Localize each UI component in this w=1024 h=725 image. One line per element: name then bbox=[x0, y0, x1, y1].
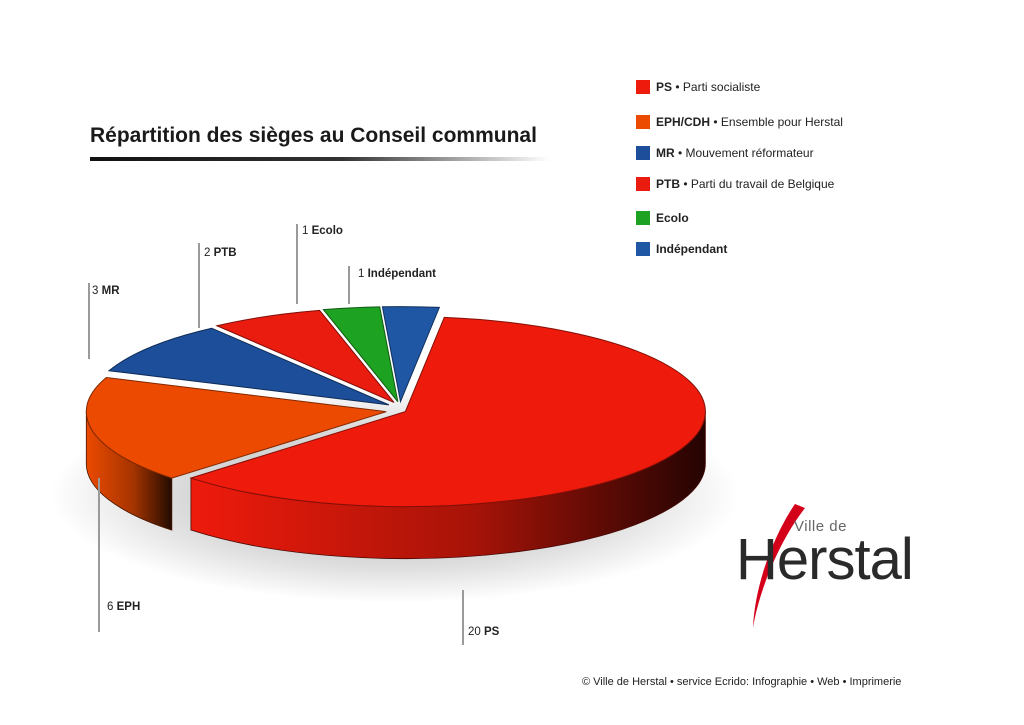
chart-title: Répartition des sièges au Conseil commun… bbox=[90, 124, 537, 147]
leader-line-ecolo bbox=[296, 224, 298, 304]
legend-item-independant: Indépendant bbox=[636, 240, 727, 258]
footer-credit: © Ville de Herstal • service Ecrido: Inf… bbox=[582, 676, 902, 688]
logo-ville-de: Ville de bbox=[794, 518, 847, 535]
callout-eph-value: 6 bbox=[107, 601, 114, 613]
callout-independant-label: Indépendant bbox=[367, 268, 436, 280]
legend-code-eph: EPH/CDH bbox=[656, 115, 711, 129]
legend-item-ecolo: Ecolo bbox=[636, 209, 689, 227]
legend-swatch-ps bbox=[636, 80, 650, 94]
callout-eph: 6 EPH bbox=[107, 601, 140, 613]
callout-ps-value: 20 bbox=[468, 626, 481, 638]
legend-desc-ptb: • Parti du travail de Belgique bbox=[683, 177, 835, 191]
legend-item-ptb: PTB • Parti du travail de Belgique bbox=[636, 175, 834, 193]
callout-ecolo: 1 Ecolo bbox=[302, 225, 343, 237]
callout-mr-label: MR bbox=[101, 285, 120, 297]
leader-line-ps bbox=[462, 590, 464, 645]
title-underline bbox=[90, 157, 550, 161]
legend-desc-eph: • Ensemble pour Herstal bbox=[713, 115, 843, 129]
pie-slice-ptb bbox=[215, 309, 395, 403]
callout-mr: 3 MR bbox=[92, 285, 120, 297]
callout-ecolo-value: 1 bbox=[302, 225, 309, 237]
pie-slice-indépendant bbox=[381, 306, 441, 404]
legend-code-independant: Indépendant bbox=[656, 242, 728, 256]
callout-ptb-label: PTB bbox=[213, 247, 237, 259]
legend-code-mr: MR bbox=[656, 146, 675, 160]
leader-line-mr bbox=[88, 283, 90, 359]
callout-ptb: 2 PTB bbox=[204, 247, 237, 259]
pie-slice-mr bbox=[107, 327, 390, 406]
legend-swatch-independant bbox=[636, 242, 650, 256]
callout-independant: 1 Indépendant bbox=[358, 268, 436, 280]
legend-swatch-mr bbox=[636, 146, 650, 160]
callout-ps-label: PS bbox=[484, 626, 500, 638]
legend-swatch-ptb bbox=[636, 177, 650, 191]
logo-herstal: Herstal bbox=[736, 527, 914, 592]
pie-slice-eph bbox=[85, 376, 387, 479]
pie-slice-ps bbox=[189, 316, 706, 508]
legend-desc-ps: • Parti socialiste bbox=[675, 80, 761, 94]
legend-item-mr: MR • Mouvement réformateur bbox=[636, 144, 814, 162]
legend-code-ecolo: Ecolo bbox=[656, 211, 689, 225]
legend-item-eph: EPH/CDH • Ensemble pour Herstal bbox=[636, 113, 843, 131]
leader-line-independant bbox=[348, 266, 350, 304]
callout-ptb-value: 2 bbox=[204, 247, 211, 259]
pie-slice-ecolo bbox=[322, 306, 399, 403]
legend-swatch-eph bbox=[636, 115, 650, 129]
callout-ecolo-label: Ecolo bbox=[311, 225, 343, 237]
legend-swatch-ecolo bbox=[636, 211, 650, 225]
callout-independant-value: 1 bbox=[358, 268, 365, 280]
callout-mr-value: 3 bbox=[92, 285, 99, 297]
callout-eph-label: EPH bbox=[116, 601, 141, 613]
legend-item-ps: PS • Parti socialiste bbox=[636, 78, 760, 96]
callout-ps: 20 PS bbox=[468, 626, 499, 638]
pie-slices bbox=[85, 306, 706, 560]
leader-line-ptb bbox=[198, 243, 200, 328]
legend-desc-mr: • Mouvement réformateur bbox=[678, 146, 814, 160]
legend-code-ptb: PTB bbox=[656, 177, 680, 191]
legend-code-ps: PS bbox=[656, 80, 673, 94]
leader-line-eph bbox=[98, 478, 100, 632]
